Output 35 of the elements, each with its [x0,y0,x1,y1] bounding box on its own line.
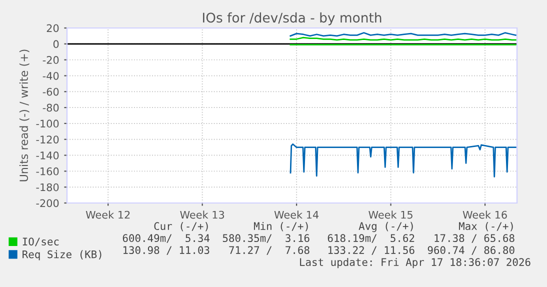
x-tick-label: Week 12 [86,210,130,219]
x-tick-label: Week 13 [180,210,224,219]
text: 600.49m/ 5.34 [122,234,210,243]
legend-label: Req Size (KB) [22,250,102,260]
text: Max (-/+) [458,222,513,232]
x-tick-label: Week 15 [368,210,412,219]
text: 618.19m/ 5.62 [328,234,414,243]
y-tick-label: -80 [42,104,59,112]
text: Min (-/+) [254,222,308,232]
y-tick-label: -20 [42,56,59,64]
chart-title: IOs for /dev/sda - by month [203,12,382,26]
text: Last update: Fri Apr 17 18:36:07 2026 [300,258,530,268]
y-tick-label: -200 [36,199,59,208]
text: 960.74 / 86.80 [428,246,514,255]
y-tick-label: -40 [42,72,59,80]
line-series [290,143,516,178]
x-tick-label: Week 14 [274,210,319,219]
text: Avg (-/+) [358,222,413,232]
y-tick-label: -60 [42,88,59,96]
text: 71.27 / 7.68 [229,246,310,255]
legend-label: IO/sec [22,238,59,246]
text: 130.98 / 11.03 [123,246,210,255]
y-tick-label: -160 [36,167,59,176]
y-tick-label: -120 [36,136,59,144]
text: 133.22 / 11.56 [328,246,414,255]
y-tick-label: -180 [36,183,59,192]
y-tick-label: -100 [36,120,59,128]
y-axis-title: Units read (-) / write (+) [19,50,30,182]
y-tick-label: 0 [53,40,59,48]
y-tick-label: -140 [36,152,59,160]
x-tick-label: Week 16 [462,210,507,219]
text: 17.38 / 65.68 [434,234,514,243]
text: Cur (-/+) [154,222,208,232]
text: 580.35m/ 3.16 [222,234,310,243]
y-tick-label: 20 [46,24,59,32]
